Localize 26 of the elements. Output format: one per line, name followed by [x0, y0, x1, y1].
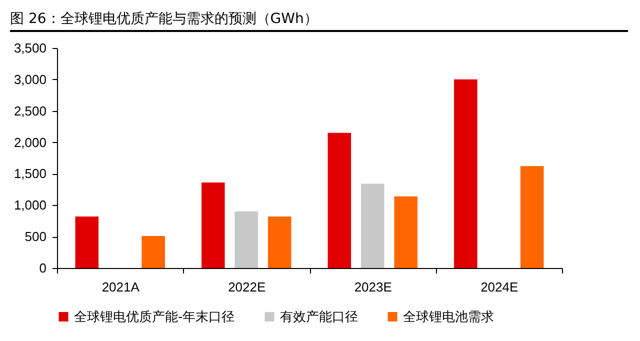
y-tick-label: 1,000 — [14, 198, 46, 213]
y-tick-label: 3,000 — [14, 72, 46, 87]
y-tick-label: 2,000 — [14, 134, 46, 150]
legend-label: 有效产能口径 — [280, 310, 358, 325]
bar — [520, 166, 544, 268]
chart-title: 图 26：全球锂电优质产能与需求的预测（GWh） — [10, 10, 628, 32]
bar — [360, 184, 384, 268]
y-tick-label: 0 — [39, 260, 46, 276]
bar — [202, 182, 225, 268]
bar — [75, 216, 99, 268]
bar — [454, 79, 478, 268]
y-tick-label: 500 — [24, 229, 46, 244]
legend-label: 全球锂电池需求 — [403, 310, 494, 325]
bar — [142, 236, 165, 268]
x-tick-label: 2022E — [228, 280, 266, 294]
bar — [268, 216, 292, 268]
x-tick-label: 2021A — [102, 280, 140, 294]
y-tick-label: 1,500 — [14, 166, 46, 182]
bar — [394, 196, 418, 268]
x-tick-label: 2023E — [354, 280, 392, 294]
x-tick-label: 2024E — [480, 280, 518, 294]
y-tick-label: 3,500 — [14, 40, 46, 56]
y-tick-label: 2,500 — [14, 103, 46, 118]
bar — [328, 132, 352, 268]
legend-label: 全球锂电优质产能-年末口径 — [74, 310, 235, 325]
bar — [234, 211, 258, 268]
